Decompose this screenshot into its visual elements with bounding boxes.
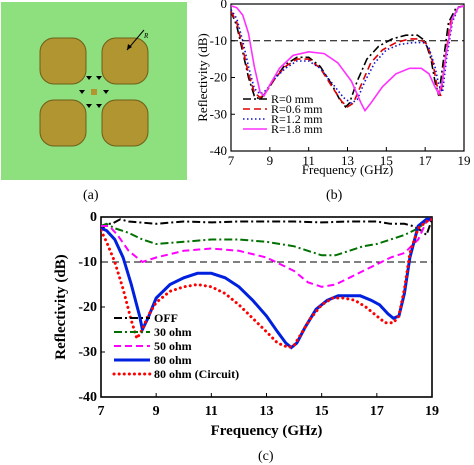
series-line-0	[101, 218, 432, 237]
y-tick-label: -20	[78, 300, 97, 315]
unit-cell-panel: R	[1, 2, 187, 180]
x-tick-label: 19	[458, 153, 471, 168]
legend-label: OFF	[154, 311, 178, 325]
diode-mark	[103, 90, 109, 94]
diode-mark	[96, 104, 102, 108]
x-tick-label: 19	[425, 404, 439, 419]
y-tick-label: -30	[210, 106, 227, 121]
y-tick-label: -20	[210, 70, 227, 85]
series-line-2	[101, 218, 432, 288]
series-line-0	[231, 5, 464, 109]
series-line-1	[101, 218, 432, 257]
legend-label: 80 ohm	[154, 353, 192, 367]
y-tick-label: -40	[210, 143, 227, 158]
patch-bottom-left	[39, 99, 87, 147]
patch-bottom-right	[101, 99, 149, 147]
legend-label: 50 ohm	[154, 339, 192, 353]
x-tick-label: 7	[98, 404, 105, 419]
series-line-2	[231, 5, 464, 105]
x-axis-label: Frequency (GHz)	[302, 162, 393, 177]
panel-label-b: (b)	[326, 188, 343, 203]
chart-c: 7 9 11 13 15 17 19 0 -10 -20 -30 -40 Frequency (GHz)…	[53, 210, 439, 439]
series-line-1	[231, 5, 464, 108]
y-tick-label: -30	[78, 345, 97, 360]
radius-label: R	[143, 32, 149, 40]
y-tick-label: -10	[78, 255, 97, 270]
panel-label-c: (c)	[258, 449, 274, 464]
x-tick-label: 11	[302, 153, 315, 168]
unit-cell-annotations: R	[126, 29, 149, 51]
diode-mark	[86, 104, 92, 108]
y-tick-label: -10	[210, 33, 227, 48]
y-axis-label: Reflectivity (dB)	[53, 254, 69, 359]
legend-label: R=0.6 mm	[271, 102, 323, 116]
legend-label: R=1.2 mm	[271, 112, 323, 126]
x-tick-label: 9	[267, 153, 274, 168]
x-tick-label: 17	[419, 153, 433, 168]
legend-label: 80 ohm (Circuit)	[154, 367, 239, 381]
chart-b: 7 9 11 13 15 17 19 0 -10 -20 -30 -40 Frequency (GHz)…	[195, 0, 471, 177]
panel-label-a: (a)	[83, 188, 99, 203]
diode-mark	[96, 76, 102, 80]
center-junction	[91, 89, 97, 95]
x-axis-label: Frequency (GHz)	[211, 423, 323, 439]
series-line-4	[101, 217, 432, 350]
x-tick-label: 15	[315, 404, 329, 419]
series-line-3	[231, 5, 464, 113]
series-line-3	[101, 217, 432, 350]
x-tick-label: 11	[205, 404, 218, 419]
legend-label: 30 ohm	[154, 325, 192, 339]
x-tick-label: 13	[260, 404, 274, 419]
x-tick-label: 17	[370, 404, 384, 419]
legend-label: R=1.8 mm	[271, 122, 323, 136]
y-axis-label: Reflectivity (dB)	[195, 33, 210, 121]
y-tick-label: 0	[90, 210, 97, 225]
patch-group	[39, 37, 149, 147]
x-tick-label: 15	[380, 153, 393, 168]
x-tick-label: 13	[341, 153, 354, 168]
patch-top-left	[39, 37, 87, 85]
legend-label: R=0 mm	[271, 92, 314, 106]
patch-top-right	[101, 37, 149, 85]
x-tick-label: 9	[153, 404, 160, 419]
y-tick-label: 0	[221, 0, 228, 11]
diode-mark	[86, 76, 92, 80]
y-tick-label: -40	[78, 390, 97, 405]
diode-mark	[79, 90, 85, 94]
x-tick-label: 7	[228, 153, 235, 168]
radius-arrow-head	[127, 44, 132, 50]
